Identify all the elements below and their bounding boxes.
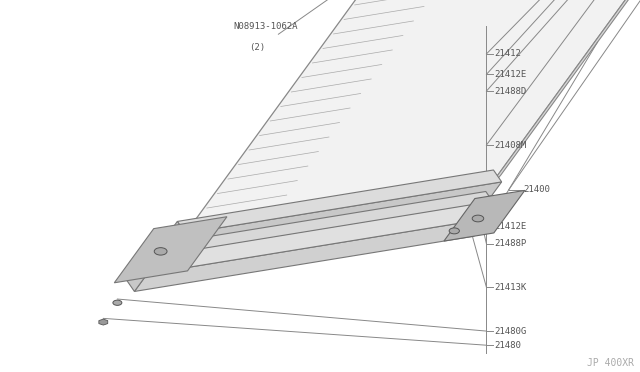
Polygon shape xyxy=(167,221,186,247)
Text: JP 400XR: JP 400XR xyxy=(587,358,634,368)
Polygon shape xyxy=(444,190,525,241)
Circle shape xyxy=(154,248,167,255)
Text: N08913-1062A: N08913-1062A xyxy=(234,22,298,31)
Polygon shape xyxy=(481,0,640,198)
Text: 21408M: 21408M xyxy=(495,141,527,150)
Polygon shape xyxy=(137,204,486,274)
Polygon shape xyxy=(177,170,502,233)
Circle shape xyxy=(449,228,460,234)
Polygon shape xyxy=(115,217,227,283)
Text: 21488D: 21488D xyxy=(495,87,527,96)
Text: 21412E: 21412E xyxy=(495,70,527,79)
Polygon shape xyxy=(180,192,493,252)
Polygon shape xyxy=(134,219,486,291)
Polygon shape xyxy=(178,202,493,264)
Text: (2): (2) xyxy=(250,43,266,52)
Circle shape xyxy=(472,215,484,222)
Text: 21400: 21400 xyxy=(524,185,550,194)
Text: 21488P: 21488P xyxy=(495,239,527,248)
Polygon shape xyxy=(171,241,187,264)
Text: 21412: 21412 xyxy=(495,49,522,58)
Polygon shape xyxy=(124,259,147,291)
Text: 21412E: 21412E xyxy=(495,222,527,231)
Polygon shape xyxy=(175,0,640,247)
Text: 21413K: 21413K xyxy=(495,283,527,292)
Circle shape xyxy=(113,300,122,305)
Polygon shape xyxy=(175,182,502,247)
Text: 21480: 21480 xyxy=(495,341,522,350)
Polygon shape xyxy=(99,319,108,325)
Text: 21480G: 21480G xyxy=(495,327,527,336)
